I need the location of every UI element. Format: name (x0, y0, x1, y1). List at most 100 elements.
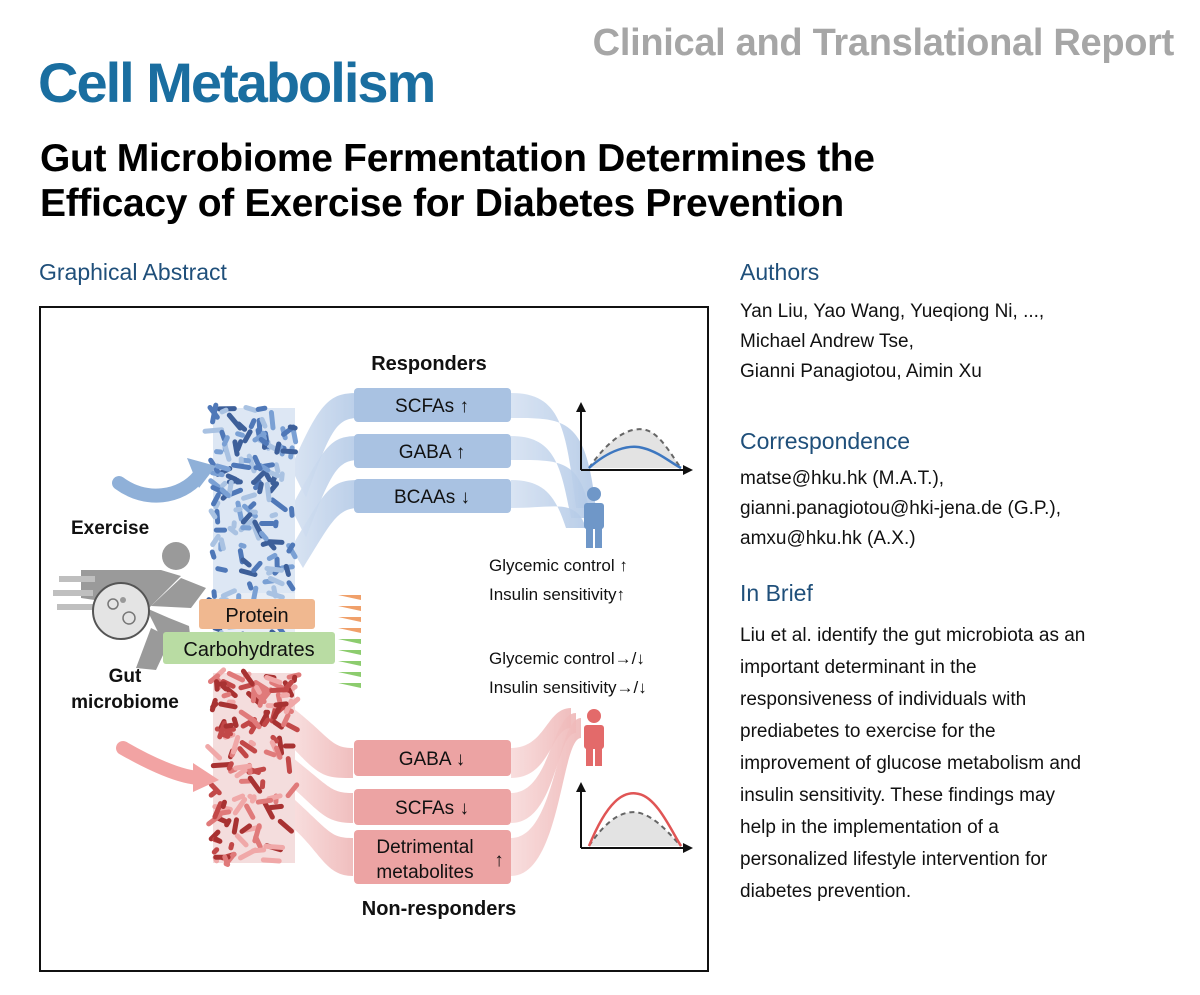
bacterium (262, 717, 271, 728)
gut-label: Gut (109, 666, 142, 687)
authors-heading: Authors (740, 259, 820, 285)
bacterium (231, 793, 246, 802)
bacterium (272, 719, 285, 730)
in-brief-heading: In Brief (740, 580, 813, 606)
bacterium (208, 782, 222, 796)
bacterium (208, 788, 219, 798)
authors-line: Yan Liu, Yao Wang, Yueqiong Ni, ..., (740, 301, 1045, 322)
protein-wedges (338, 595, 361, 633)
bacterium (270, 734, 279, 744)
bacterium (208, 508, 218, 520)
responder-box-gaba: GABA ↑ (354, 434, 511, 468)
responder-arrow-head (187, 458, 216, 488)
bacterium (224, 818, 232, 828)
email-link[interactable]: amxu@hku.hk (A.X.) (740, 528, 916, 549)
responder-curved-arrow (112, 469, 206, 503)
bacterium (214, 463, 231, 472)
bacterium (231, 462, 252, 471)
svg-text:Carbohydrates: Carbohydrates (183, 639, 314, 661)
bacterium (264, 674, 283, 685)
bacterium (222, 441, 232, 462)
bacterium (209, 549, 217, 560)
bacterium (273, 701, 289, 708)
authors-list: Yan Liu, Yao Wang, Yueqiong Ni, ..., Mic… (740, 297, 1044, 387)
svg-text:Detrimental: Detrimental (376, 837, 473, 858)
bacterium (279, 471, 285, 482)
bacterium (240, 668, 255, 687)
bacterium (283, 679, 295, 691)
bacterium (273, 462, 281, 474)
responder-outcome-insulin: Insulin sensitivity↑ (489, 585, 625, 604)
bacterium (231, 520, 237, 530)
bacterium (259, 779, 266, 790)
bacterium (260, 539, 274, 547)
article-title: Gut Microbiome Fermentation Determines t… (40, 136, 1160, 226)
in-brief-text: Liu et al. identify the gut microbiota a… (740, 620, 1085, 908)
microbe-dot (120, 597, 126, 603)
bacterium (285, 782, 300, 799)
bacterium (213, 836, 223, 844)
bacterium (258, 436, 269, 447)
in-brief-line: personalized lifestyle intervention for (740, 849, 1048, 870)
bacterium (287, 424, 298, 431)
bacterium (280, 448, 298, 455)
bacterium (218, 537, 226, 551)
journal-name: Cell Metabolism (38, 51, 436, 114)
svg-text:Protein: Protein (225, 605, 288, 627)
bacterium (226, 412, 243, 431)
bacterium (289, 506, 295, 518)
bacterium (233, 763, 253, 771)
bacterium (210, 762, 233, 769)
bacterium (248, 501, 257, 510)
bacterium (238, 568, 258, 578)
bacterium (232, 797, 248, 816)
svg-text:SCFAs ↓: SCFAs ↓ (395, 798, 469, 819)
bacterium (223, 722, 234, 729)
bacterium (252, 454, 263, 472)
nonresponders-label: Non-responders (362, 898, 516, 920)
carbohydrate-wedges (338, 639, 361, 688)
svg-text:SCFAs ↑: SCFAs ↑ (395, 396, 469, 417)
bacterium (227, 525, 239, 536)
exercise-label: Exercise (71, 518, 149, 539)
bacterium (238, 542, 247, 549)
bacterium (221, 691, 232, 699)
bacterium (248, 739, 257, 747)
bacterium (264, 565, 285, 573)
bacterium (267, 575, 285, 587)
email-link[interactable]: matse@hku.hk (M.A.T.), (740, 468, 945, 489)
bacterium (264, 481, 272, 503)
bacterium (235, 431, 245, 438)
bacterium (220, 588, 237, 599)
bacterium (213, 500, 221, 510)
responder-box-scfas: SCFAs ↑ (354, 388, 511, 422)
bacterium (274, 745, 283, 760)
bacterium (277, 818, 294, 834)
in-brief-line: diabetes prevention. (740, 881, 912, 902)
bacterium (267, 803, 284, 811)
bacterium (255, 797, 274, 805)
bacterium (248, 418, 257, 430)
bacterium (259, 530, 269, 542)
bacterium (221, 435, 230, 447)
email-link[interactable]: gianni.panagiotou@hki-jena.de (G.P.), (740, 498, 1062, 519)
bacterium (208, 478, 222, 490)
bacterium (283, 698, 294, 715)
bacterium (259, 521, 276, 526)
bacterium (286, 580, 296, 592)
svg-text:GABA ↓: GABA ↓ (399, 749, 466, 770)
bacterium (239, 823, 253, 834)
bacterium (219, 407, 229, 415)
bacterium (222, 854, 231, 868)
bacterium (262, 800, 275, 820)
bacterium (260, 857, 282, 864)
bacterium (279, 692, 290, 699)
bacterium (205, 744, 223, 761)
bacterium (210, 533, 221, 548)
bacterium (228, 842, 235, 851)
bacterium (273, 519, 279, 529)
microbiome-label: microbiome (71, 692, 179, 713)
in-brief-line: help in the implementation of a (740, 817, 999, 838)
bacterium (240, 557, 252, 568)
bacterium (235, 439, 244, 452)
